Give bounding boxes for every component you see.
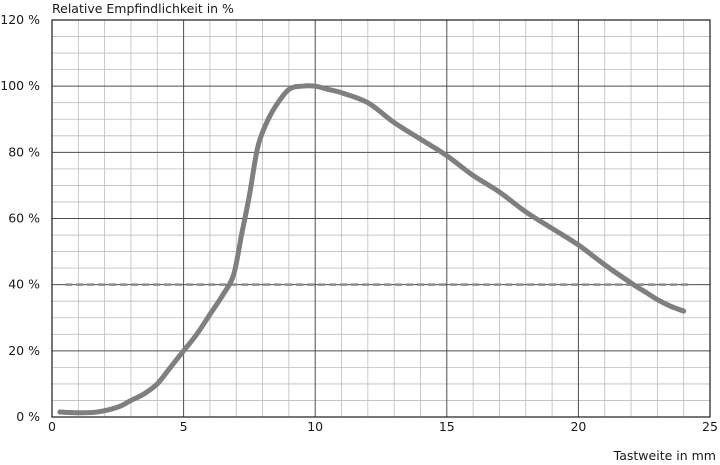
y-axis-label: Relative Empfindlichkeit in % (52, 1, 234, 16)
x-tick-label: 5 (180, 419, 188, 434)
y-tick-label: 20 % (8, 343, 40, 358)
plot-frame (51, 19, 711, 418)
x-axis-label: Tastweite in mm (613, 448, 716, 463)
x-tick-label: 15 (439, 419, 455, 434)
x-tick-label: 20 (570, 419, 586, 434)
y-tick-label: 80 % (8, 144, 40, 159)
y-tick-label: 120 % (0, 12, 40, 27)
x-tick-label: 25 (702, 419, 718, 434)
y-axis-ticks: 0 % 20 % 40 % 60 % 80 % 100 % 120 % (0, 12, 40, 424)
y-tick-label: 100 % (0, 78, 40, 93)
sensitivity-curve-line (57, 83, 687, 416)
x-tick-label: 0 (48, 419, 56, 434)
y-tick-label: 60 % (8, 211, 40, 226)
x-tick-label: 10 (307, 419, 323, 434)
major-grid (52, 20, 710, 417)
y-tick-label: 40 % (8, 277, 40, 292)
y-tick-label: 0 % (16, 409, 40, 424)
x-axis-ticks: 0 5 10 15 20 25 (48, 419, 718, 434)
